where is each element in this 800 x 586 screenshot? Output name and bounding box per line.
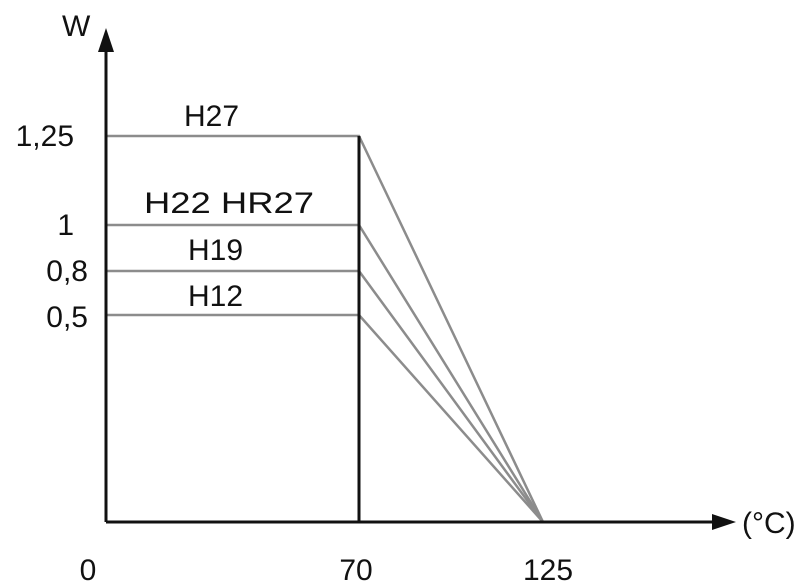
- x-axis-title: (°C): [742, 507, 796, 540]
- y-tick-label-0-8: 0,8: [46, 255, 88, 288]
- x-tick-label-0: 0: [80, 554, 97, 586]
- x-tick-label-70: 70: [339, 554, 372, 586]
- series-line-h19: [106, 269, 545, 523]
- y-tick-label-1-25: 1,25: [16, 120, 74, 153]
- y-tick-label-1: 1: [57, 209, 74, 242]
- x-axis-arrow-icon: [712, 514, 736, 530]
- series-label-h19: H19: [188, 234, 243, 267]
- series-label-h27: H27: [184, 100, 239, 133]
- series-label-h22-hr27: H22 HR27: [144, 187, 314, 220]
- y-axis-title: W: [62, 10, 91, 43]
- y-axis-arrow-icon: [98, 28, 114, 52]
- x-tick-label-125: 125: [523, 554, 573, 586]
- series-label-h12: H12: [188, 280, 243, 313]
- y-tick-label-0-5: 0,5: [46, 301, 88, 334]
- series-line-h22-hr27: [106, 223, 545, 523]
